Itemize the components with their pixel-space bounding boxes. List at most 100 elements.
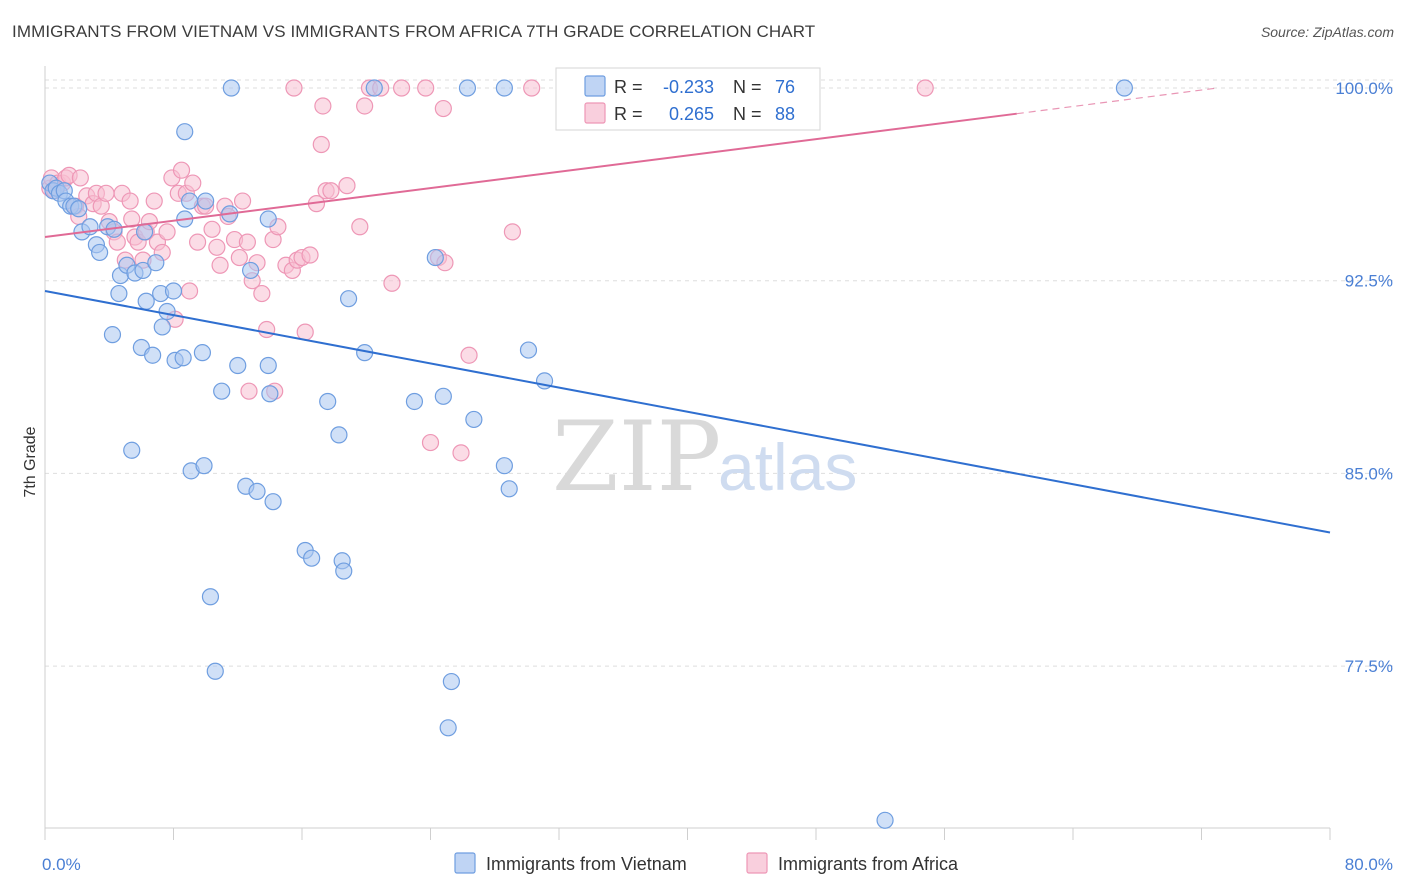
africa-point [203, 220, 221, 238]
africa-point [452, 444, 470, 462]
africa-point [240, 382, 258, 400]
africa-point [312, 135, 330, 154]
chart-source: Source: ZipAtlas.com [1260, 24, 1394, 40]
y-axis-title: 7th Grade [22, 426, 39, 497]
legend-r-value-vietnam: -0.233 [663, 77, 714, 97]
vietnam-point [123, 441, 141, 459]
africa-point [392, 79, 411, 97]
vietnam-point [195, 457, 213, 475]
vietnam-point [176, 123, 194, 141]
vietnam-point [330, 426, 348, 444]
vietnam-point [242, 261, 260, 280]
vietnam-point [229, 356, 247, 375]
africa-point [230, 248, 248, 267]
africa-point [233, 192, 252, 210]
vietnam-point [147, 254, 165, 272]
vietnam-points [41, 79, 1134, 829]
chart-title: IMMIGRANTS FROM VIETNAM VS IMMIGRANTS FR… [12, 22, 816, 41]
africa-point [123, 210, 141, 228]
africa-point [301, 246, 319, 264]
africa-point [97, 184, 115, 202]
vietnam-point [201, 588, 220, 606]
africa-point [121, 192, 139, 210]
africa-point [285, 79, 303, 97]
vietnam-point [365, 79, 383, 97]
africa-point [211, 256, 229, 274]
africa-point [253, 284, 271, 303]
vietnam-point [197, 192, 215, 210]
vietnam-point [70, 200, 88, 218]
africa-point [523, 79, 541, 97]
africa-point [145, 192, 163, 210]
legend-swatch-vietnam [584, 75, 606, 97]
africa-point [460, 346, 478, 364]
africa-point [71, 169, 89, 187]
vietnam-point [335, 562, 353, 580]
vietnam-point [339, 290, 358, 308]
x-tick-label-min: 0.0% [42, 855, 81, 874]
legend-r-label-africa: R = [614, 104, 643, 124]
y-tick-label: 85.0% [1345, 464, 1393, 483]
y-tick-label: 92.5% [1345, 272, 1393, 291]
vietnam-point [458, 79, 477, 97]
africa-point [180, 282, 199, 300]
africa-point [258, 320, 276, 339]
legend-r-value-africa: 0.265 [669, 104, 714, 124]
bottom-legend-swatch-africa [746, 852, 768, 874]
vietnam-point [495, 79, 513, 97]
africa-point [383, 274, 401, 292]
africa-point [351, 218, 369, 236]
bottom-legend-label-vietnam: Immigrants from Vietnam [486, 854, 687, 874]
bottom-legend-swatch-vietnam [454, 852, 476, 874]
africa-point [417, 79, 435, 97]
vietnam-point [500, 480, 518, 498]
africa-point [338, 177, 356, 195]
watermark-zip: ZIP [552, 401, 721, 513]
africa-trend-extension [1016, 87, 1218, 115]
africa-point [158, 223, 176, 241]
vietnam-point [158, 302, 176, 321]
africa-point [916, 79, 934, 97]
vietnam-point [495, 457, 513, 475]
africa-point [356, 97, 374, 115]
africa-point [503, 223, 522, 241]
vietnam-point [264, 493, 282, 511]
bottom-legend-label-africa: Immigrants from Africa [778, 854, 959, 874]
legend-r-label-vietnam: R = [614, 77, 643, 97]
vietnam-point [259, 356, 277, 375]
vietnam-point [91, 243, 109, 262]
vietnam-point [405, 392, 424, 411]
vietnam-point [193, 344, 212, 362]
legend-n-label-africa: N = [733, 104, 762, 124]
vietnam-point [876, 811, 894, 829]
vietnam-point [153, 318, 171, 336]
africa-point [208, 238, 226, 256]
africa-point [184, 174, 202, 192]
vietnam-point [144, 346, 162, 364]
x-tick-label-max: 80.0% [1345, 855, 1393, 874]
vietnam-point [164, 282, 183, 300]
vietnam-point [134, 261, 152, 280]
vietnam-point [442, 672, 460, 691]
vietnam-point [1115, 79, 1134, 97]
y-tick-label: 77.5% [1345, 657, 1393, 676]
vietnam-point [319, 392, 337, 411]
africa-point [434, 99, 452, 118]
africa-points [41, 79, 934, 462]
vietnam-point [519, 341, 538, 359]
legend-n-value-vietnam: 76 [775, 77, 795, 97]
vietnam-point [259, 210, 277, 228]
vietnam-point [103, 326, 122, 344]
africa-point [172, 161, 191, 179]
legend-swatch-africa [584, 102, 606, 124]
vietnam-point [174, 349, 192, 367]
tick-labels: 77.5% 85.0% 92.5% 100.0% 0.0% 80.0% [42, 79, 1393, 874]
vietnam-point [206, 662, 224, 680]
legend-n-label-vietnam: N = [733, 77, 762, 97]
africa-trend-line [44, 112, 1017, 239]
vietnam-point [110, 284, 128, 303]
grid-lines [45, 79, 1395, 667]
africa-point [296, 323, 314, 341]
africa-point [188, 233, 207, 251]
